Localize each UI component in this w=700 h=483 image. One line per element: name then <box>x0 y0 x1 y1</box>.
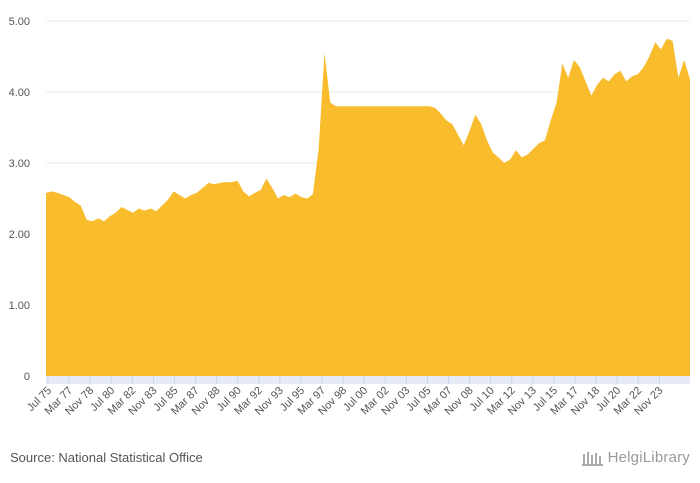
y-tick-label: 3.00 <box>9 158 30 170</box>
source-note: Source: National Statistical Office <box>10 450 203 465</box>
y-tick-label: 1.00 <box>9 300 30 312</box>
y-tick-label: 5.00 <box>9 16 30 28</box>
brand-logo[interactable]: HelgiLibrary <box>581 449 690 466</box>
series-area <box>46 38 690 376</box>
library-icon <box>581 451 603 466</box>
brand-name: HelgiLibrary <box>607 449 690 466</box>
y-tick-label: 2.00 <box>9 229 30 241</box>
x-axis-band <box>46 376 690 384</box>
y-tick-label: 0 <box>24 371 30 383</box>
y-tick-label: 4.00 <box>9 87 30 99</box>
